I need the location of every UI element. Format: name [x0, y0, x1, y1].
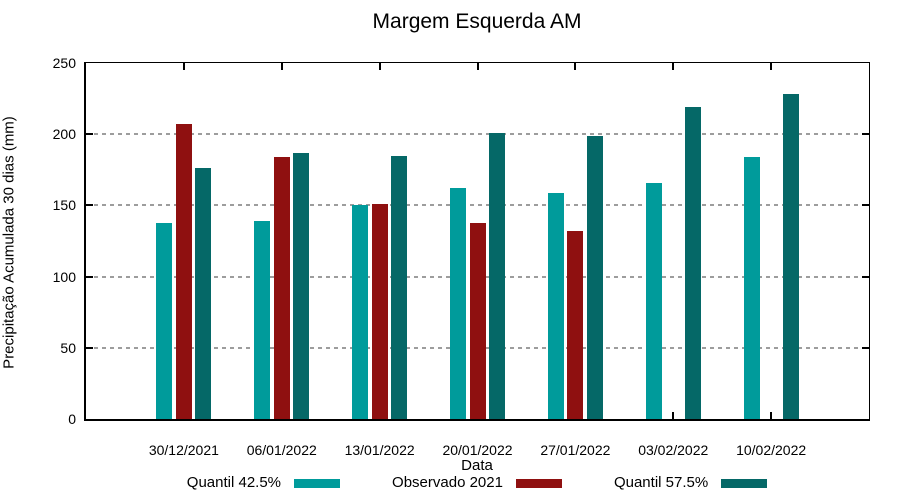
- x-tick-mark: [770, 412, 773, 419]
- bar-observado-2021: [175, 124, 192, 419]
- bar-quantil-42.5-: [254, 221, 271, 419]
- bar-quantil-57.5-: [586, 135, 603, 419]
- plot-area: [84, 62, 870, 421]
- legend-label: Quantil 57.5%: [613, 474, 709, 491]
- y-tick-mark: [862, 346, 869, 349]
- y-tick-label: 200: [52, 126, 76, 143]
- x-tick-label: 10/02/2022: [736, 442, 807, 458]
- y-tick-label: 50: [60, 339, 76, 356]
- x-tick-mark: [476, 63, 479, 70]
- bar-observado-2021: [273, 156, 290, 419]
- bar-quantil-57.5-: [195, 168, 212, 419]
- bar-quantil-57.5-: [489, 132, 505, 419]
- y-axis-label: Precipitação Acumulada 30 dias (mm): [0, 116, 18, 369]
- y-tick-mark: [86, 346, 93, 349]
- x-tick-label: 03/02/2022: [638, 442, 709, 458]
- bar-quantil-42.5-: [547, 192, 564, 419]
- bar-observado-2021: [371, 203, 388, 419]
- x-tick-mark: [182, 63, 185, 70]
- bar-observado-2021: [469, 222, 486, 419]
- x-tick-mark: [378, 63, 381, 70]
- x-tick-label: 27/01/2022: [540, 442, 611, 458]
- gridline: [86, 204, 869, 207]
- y-tick-label: 100: [52, 268, 76, 285]
- bar-quantil-57.5-: [782, 94, 799, 419]
- legend: Quantil 42.5% Observado 2021 Quantil 57.5%: [84, 474, 870, 492]
- x-tick-label: 13/01/2022: [344, 442, 415, 458]
- legend-entry: Quantil 42.5%: [186, 474, 341, 492]
- bar-quantil-42.5-: [645, 182, 662, 419]
- x-axis-label: Data: [461, 457, 493, 474]
- bar-observado-2021: [567, 231, 584, 419]
- legend-label: Observado 2021: [392, 474, 503, 491]
- x-tick-mark: [280, 63, 283, 70]
- bar-quantil-42.5-: [450, 188, 466, 419]
- y-tick-mark: [862, 133, 869, 136]
- y-tick-label: 0: [68, 411, 76, 427]
- legend-entry: Quantil 57.5%: [613, 474, 768, 492]
- legend-swatch: [721, 478, 768, 488]
- bar-quantil-42.5-: [743, 156, 760, 419]
- x-tick-label: 06/01/2022: [246, 442, 317, 458]
- x-tick-label: 30/12/2021: [148, 442, 219, 458]
- y-tick-mark: [862, 204, 869, 207]
- gridline: [86, 133, 869, 136]
- y-tick-mark: [86, 275, 93, 278]
- bar-quantil-57.5-: [391, 155, 408, 419]
- x-tick-mark: [672, 412, 675, 419]
- y-tick-mark: [86, 133, 93, 136]
- y-tick-label: 150: [52, 197, 76, 214]
- legend-swatch: [294, 478, 341, 488]
- bar-quantil-42.5-: [352, 205, 369, 419]
- bar-quantil-57.5-: [293, 152, 310, 419]
- legend-label: Quantil 42.5%: [186, 474, 282, 491]
- x-tick-mark: [574, 63, 577, 70]
- chart-title: Margem Esquerda AM: [372, 10, 582, 33]
- legend-swatch: [515, 478, 562, 488]
- y-tick-mark: [862, 275, 869, 278]
- legend-entry: Observado 2021: [392, 474, 562, 492]
- bar-quantil-42.5-: [156, 222, 173, 419]
- x-tick-label: 20/01/2022: [442, 442, 513, 458]
- x-tick-mark: [770, 63, 773, 70]
- bar-quantil-57.5-: [684, 107, 701, 419]
- y-tick-mark: [86, 204, 93, 207]
- y-tick-label: 250: [52, 55, 76, 71]
- x-tick-mark: [672, 63, 675, 70]
